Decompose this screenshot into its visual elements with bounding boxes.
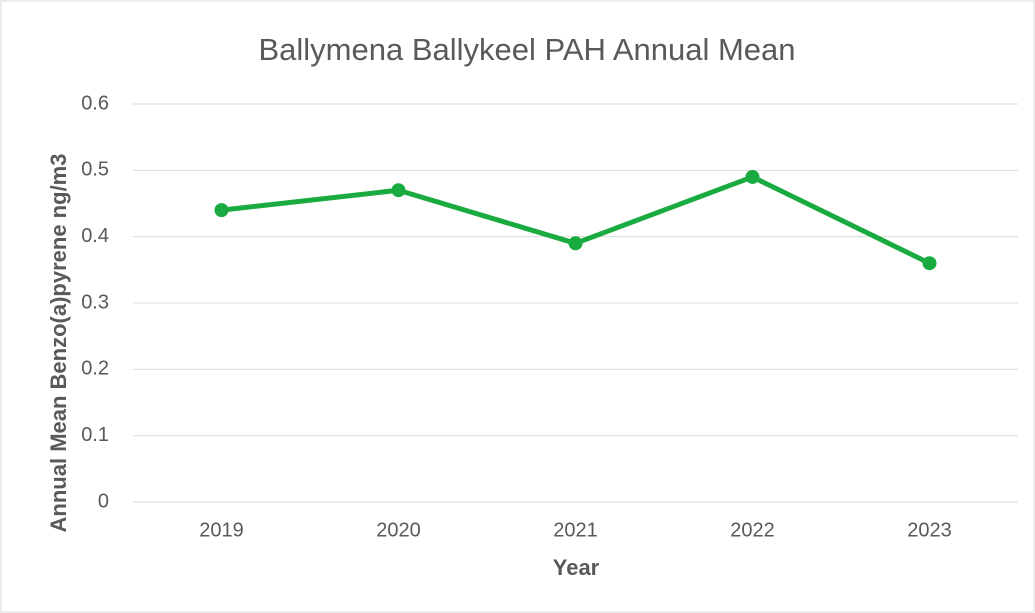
chart-title: Ballymena Ballykeel PAH Annual Mean — [258, 32, 795, 67]
y-axis-title: Annual Mean Benzo(a)pyrene ng/m3 — [46, 154, 71, 533]
x-tick-label: 2023 — [907, 519, 952, 541]
y-tick-label: 0.6 — [81, 92, 109, 114]
marker — [391, 183, 406, 198]
y-tick-label: 0.3 — [81, 291, 109, 313]
x-axis-title: Year — [553, 555, 600, 580]
marker — [922, 256, 937, 271]
marker — [568, 236, 583, 251]
y-tick-label: 0.2 — [81, 358, 109, 380]
marker — [214, 203, 229, 218]
x-tick-label: 2022 — [730, 519, 775, 541]
y-tick-label: 0.1 — [81, 424, 109, 446]
y-tick-label: 0.5 — [81, 159, 109, 181]
x-tick-label: 2019 — [199, 519, 244, 541]
y-tick-label: 0 — [98, 490, 109, 512]
y-tick-label: 0.4 — [81, 225, 109, 247]
x-tick-label: 2020 — [376, 519, 421, 541]
marker — [745, 169, 760, 184]
x-tick-label: 2021 — [553, 519, 598, 541]
